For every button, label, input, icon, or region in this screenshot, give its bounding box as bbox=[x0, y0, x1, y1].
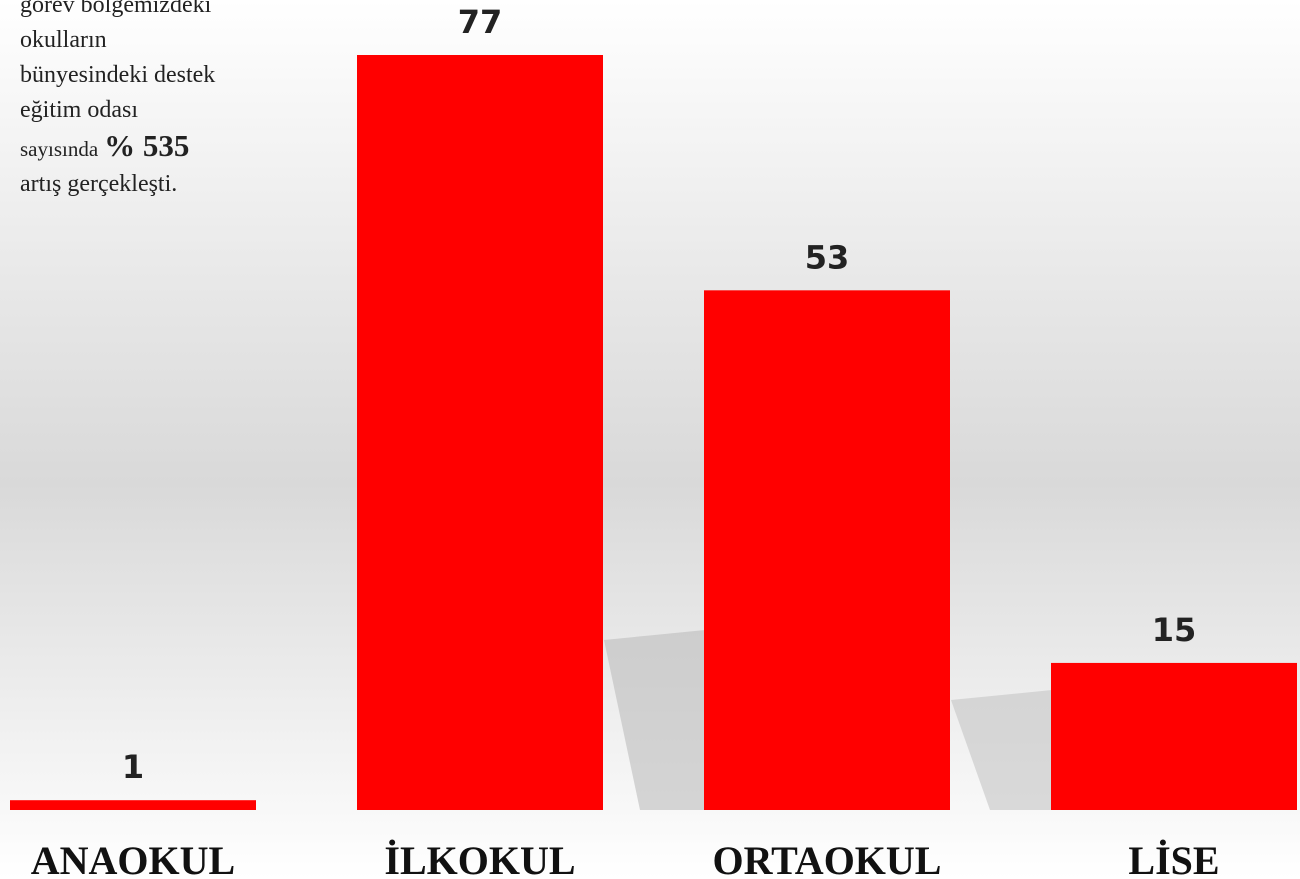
bar bbox=[704, 290, 950, 810]
annotation-lead: sayısında bbox=[20, 137, 99, 161]
value-label: 77 bbox=[458, 3, 503, 41]
shadow bbox=[604, 630, 705, 810]
x-tick-label: LİSE bbox=[1128, 838, 1219, 879]
value-label: 15 bbox=[1152, 611, 1197, 649]
x-tick-label: ANAOKUL bbox=[31, 838, 235, 879]
value-label: 1 bbox=[122, 748, 144, 786]
bar bbox=[10, 800, 256, 810]
annotation-line: eğitim odası bbox=[20, 97, 138, 123]
bar bbox=[1051, 662, 1297, 810]
annotation-line: sayısında % 535 bbox=[20, 128, 280, 167]
bar bbox=[357, 55, 603, 810]
annotation-line: artış gerçekleşti. bbox=[20, 171, 178, 197]
shadow bbox=[951, 690, 1052, 810]
value-label: 53 bbox=[805, 238, 850, 276]
annotation-highlight: % 535 bbox=[104, 128, 190, 163]
x-tick-label: ORTAOKUL bbox=[713, 838, 942, 879]
annotation-line: görev bölgemizdeki bbox=[20, 0, 212, 18]
annotation-line: bünyesindeki destek bbox=[20, 62, 216, 88]
annotation: görev bölgemizdeki okulların bünyesindek… bbox=[20, 0, 280, 202]
x-tick-label: İLKOKUL bbox=[384, 838, 575, 879]
annotation-line: okulların bbox=[20, 27, 107, 53]
